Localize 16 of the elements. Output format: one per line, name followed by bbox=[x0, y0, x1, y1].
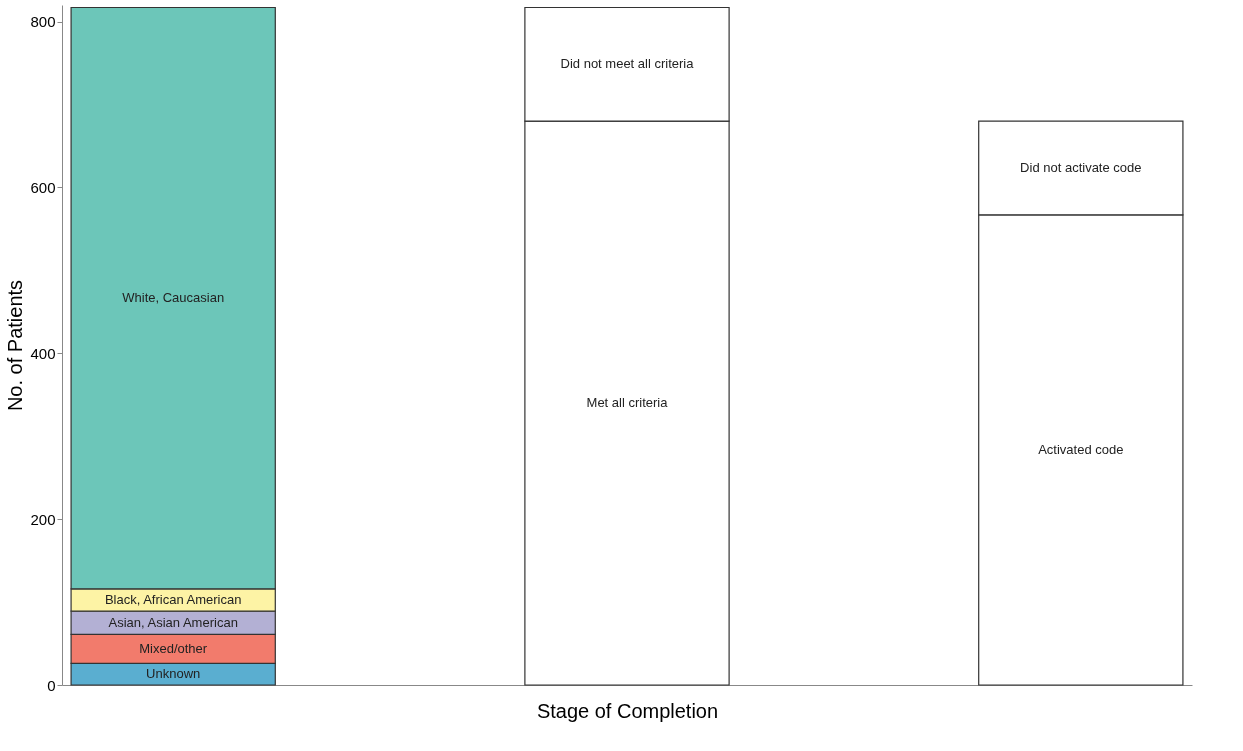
series-label: White, Caucasian bbox=[122, 290, 225, 306]
y-tick-label: 400 bbox=[30, 344, 56, 362]
series-label: Asian, Asian American bbox=[108, 614, 238, 630]
series-label: Did not meet all criteria bbox=[560, 56, 695, 72]
series-label: Mixed/other bbox=[139, 640, 208, 656]
y-tick-label: 200 bbox=[30, 510, 56, 528]
series-label: Did not activate code bbox=[1020, 159, 1142, 175]
series-label: Activated code bbox=[1038, 441, 1124, 457]
series-label: Black, African American bbox=[104, 592, 242, 607]
y-tick-label: 600 bbox=[30, 178, 56, 196]
x-axis-title: Stage of Completion bbox=[536, 699, 719, 722]
series-label: Met all criteria bbox=[586, 395, 669, 411]
y-tick-label: 0 bbox=[47, 676, 56, 694]
y-tick-label: 800 bbox=[30, 13, 56, 31]
series-label: Unknown bbox=[146, 666, 201, 682]
y-axis-title: No. of Patients bbox=[4, 279, 27, 412]
